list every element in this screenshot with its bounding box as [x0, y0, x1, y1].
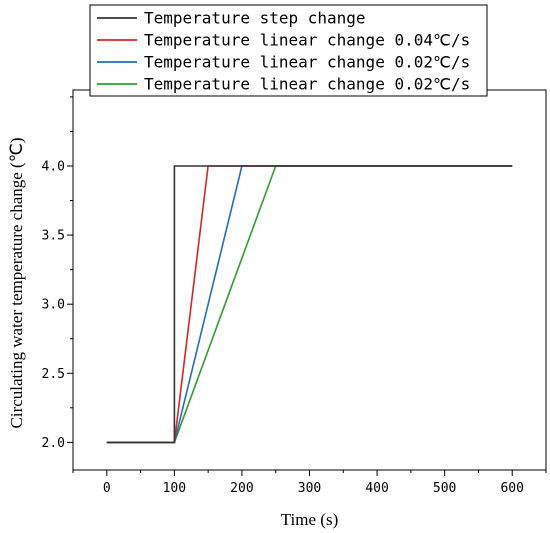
x-axis: 0 100 200 300 400 500 600: [72, 470, 547, 496]
y-tick-label: 3.5: [42, 229, 65, 244]
series-line: [106, 165, 513, 444]
y-tick-label: 3.0: [42, 298, 65, 313]
x-tick-label: 500: [433, 481, 456, 496]
series-line: [106, 165, 513, 444]
plot-frame: [72, 89, 547, 471]
series-line: [106, 165, 513, 444]
series-layer: [106, 165, 513, 444]
legend-label: Temperature linear change 0.02℃/s: [144, 53, 470, 72]
y-tick-label: 2.0: [42, 436, 65, 451]
y-axis: 2.0 2.5 3.0 3.5 4.0: [42, 96, 73, 451]
x-tick-label: 300: [298, 481, 321, 496]
legend-label: Temperature linear change 0.02℃/s: [144, 75, 470, 94]
x-axis-title: Time (s): [281, 510, 338, 529]
x-tick-label: 400: [365, 481, 388, 496]
x-tick-label: 600: [500, 481, 523, 496]
legend: Temperature step change Temperature linea…: [89, 4, 488, 97]
x-tick-label: 0: [103, 481, 111, 496]
x-tick-label: 100: [163, 481, 186, 496]
legend-box: [89, 4, 488, 97]
y-tick-label: 4.0: [42, 160, 65, 175]
plot-border: [72, 89, 547, 471]
legend-label: Temperature step change: [144, 9, 366, 28]
legend-label: Temperature linear change 0.04℃/s: [144, 31, 470, 50]
x-tick-label: 200: [230, 481, 253, 496]
series-line: [106, 165, 513, 444]
y-axis-title: Circulating water temperature change (℃): [7, 138, 26, 429]
y-tick-label: 2.5: [42, 367, 65, 382]
